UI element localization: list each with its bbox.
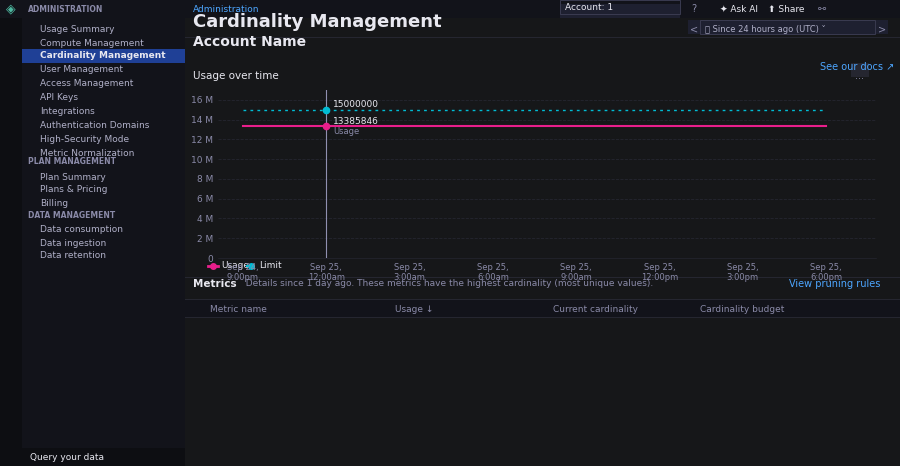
Text: Metric Normalization: Metric Normalization <box>40 149 134 158</box>
Text: Authentication Domains: Authentication Domains <box>40 121 149 130</box>
Text: ⬆ Share: ⬆ Share <box>768 5 805 14</box>
Text: Billing: Billing <box>40 199 68 207</box>
Text: Usage: Usage <box>333 127 359 137</box>
Text: 13385846: 13385846 <box>333 116 379 125</box>
Text: Limit: Limit <box>259 261 282 270</box>
Bar <box>700 20 875 34</box>
Text: Data ingestion: Data ingestion <box>40 239 106 247</box>
Text: Data consumption: Data consumption <box>40 226 123 234</box>
Bar <box>700 20 875 34</box>
Bar <box>185 18 900 36</box>
Text: ◈: ◈ <box>6 2 16 15</box>
Bar <box>0 0 900 18</box>
Text: High-Security Mode: High-Security Mode <box>40 135 129 144</box>
Text: PLAN MANAGEMENT: PLAN MANAGEMENT <box>28 158 116 166</box>
Text: ···: ··· <box>856 74 865 84</box>
Text: Query your data: Query your data <box>30 453 104 462</box>
Text: View pruning rules: View pruning rules <box>788 279 880 289</box>
Text: Cardinality Management: Cardinality Management <box>40 52 166 61</box>
Text: ?: ? <box>691 4 697 14</box>
Bar <box>876 20 888 34</box>
Text: Details since 1 day ago. These metrics have the highest cardinality (most unique: Details since 1 day ago. These metrics h… <box>240 280 653 288</box>
Text: ADMINISTRATION: ADMINISTRATION <box>28 5 104 14</box>
Text: Current cardinality: Current cardinality <box>553 306 638 315</box>
Text: Compute Management: Compute Management <box>40 39 144 48</box>
Text: ✦ Ask AI: ✦ Ask AI <box>720 5 758 14</box>
Text: Metric name: Metric name <box>210 306 267 315</box>
Text: Plans & Pricing: Plans & Pricing <box>40 185 107 194</box>
Text: DATA MANAGEMENT: DATA MANAGEMENT <box>28 211 115 219</box>
Text: ⏱ Since 24 hours ago (UTC) ˅: ⏱ Since 24 hours ago (UTC) ˅ <box>705 25 826 34</box>
Bar <box>185 277 900 278</box>
Bar <box>22 0 185 466</box>
Text: 15000000: 15000000 <box>333 101 379 110</box>
Text: Usage ↓: Usage ↓ <box>395 306 434 315</box>
Bar <box>560 0 680 14</box>
Text: ⚯: ⚯ <box>818 4 826 14</box>
Text: <: < <box>690 24 698 34</box>
Text: Metrics: Metrics <box>193 279 237 289</box>
Text: API Keys: API Keys <box>40 94 78 103</box>
Text: Data retention: Data retention <box>40 252 106 260</box>
Text: Administration: Administration <box>193 5 259 14</box>
Text: See our docs ↗: See our docs ↗ <box>820 62 895 72</box>
Text: >: > <box>878 24 886 34</box>
Bar <box>185 37 900 38</box>
Text: Access Management: Access Management <box>40 80 133 89</box>
Bar <box>688 20 700 34</box>
Text: Account: 1: Account: 1 <box>565 2 613 12</box>
Text: User Management: User Management <box>40 66 123 75</box>
Bar <box>185 299 900 300</box>
Text: Usage over time: Usage over time <box>193 71 279 81</box>
Text: Usage: Usage <box>221 261 249 270</box>
Text: Cardinality budget: Cardinality budget <box>700 306 785 315</box>
Bar <box>560 4 680 18</box>
Text: Cardinality Management: Cardinality Management <box>193 13 442 31</box>
Bar <box>851 63 869 77</box>
Text: Usage Summary: Usage Summary <box>40 25 114 34</box>
Bar <box>0 448 185 466</box>
Text: Integrations: Integrations <box>40 108 94 116</box>
Bar <box>0 0 22 466</box>
Bar <box>185 317 900 318</box>
Bar <box>185 300 900 318</box>
Text: Account Name: Account Name <box>193 35 306 49</box>
Bar <box>22 49 185 63</box>
Text: Plan Summary: Plan Summary <box>40 172 106 181</box>
